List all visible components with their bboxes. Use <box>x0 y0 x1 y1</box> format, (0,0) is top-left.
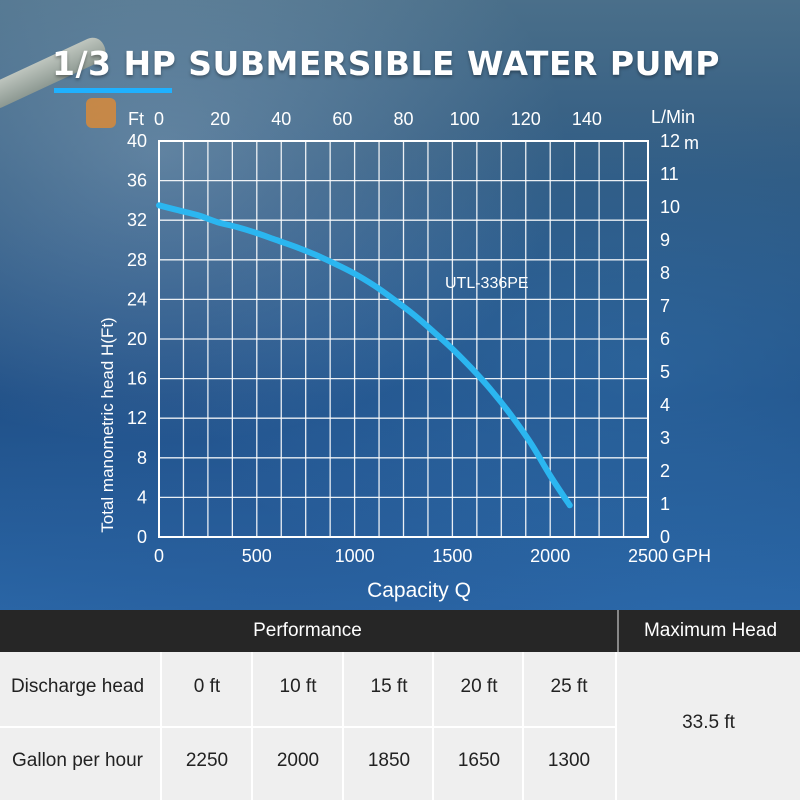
y-tick-label: 16 <box>127 369 147 389</box>
table-cell: 25 ft <box>550 676 588 697</box>
row-label-discharge-head: Discharge head <box>10 676 145 697</box>
top-tick-label: 100 <box>450 109 480 129</box>
column-divider <box>432 652 434 800</box>
table-cell: 10 ft <box>279 676 317 697</box>
title-hp: 1/3 HP <box>52 44 177 83</box>
right-tick-label: 1 <box>660 494 670 514</box>
right-tick-label: 9 <box>660 230 670 250</box>
top-tick-label: 120 <box>511 109 541 129</box>
title-underline <box>54 88 172 93</box>
right-tick-label: 0 <box>660 527 670 547</box>
table-header: Performance Maximum Head <box>0 610 800 652</box>
column-divider <box>615 652 617 800</box>
y-tick-label: 36 <box>127 171 147 191</box>
table-cell: 2000 <box>276 750 320 771</box>
table-cell: 1650 <box>457 750 501 771</box>
page-title: 1/3 HP SUBMERSIBLE WATER PUMP <box>52 44 720 83</box>
right-tick-label: 5 <box>660 362 670 382</box>
x-axis-title: Capacity Q <box>367 579 471 602</box>
y-tick-label: 40 <box>127 131 147 151</box>
right-tick-label: 4 <box>660 395 670 415</box>
performance-table: Performance Maximum Head Discharge head … <box>0 610 800 800</box>
y-tick-label: 12 <box>127 408 147 428</box>
top-tick-label: 0 <box>154 109 164 129</box>
column-divider <box>160 652 162 800</box>
right-tick-label: 8 <box>660 263 670 283</box>
x-tick-label: 2000 <box>530 546 570 566</box>
right-tick-label: 6 <box>660 329 670 349</box>
x-tick-label: 500 <box>242 546 272 566</box>
top-tick-label: 140 <box>572 109 602 129</box>
series-label: UTL-336PE <box>445 275 529 292</box>
table-cell: 15 ft <box>370 676 408 697</box>
y-tick-label: 8 <box>137 448 147 468</box>
top-tick-label: 20 <box>210 109 230 129</box>
hose-fitting-image <box>86 98 116 128</box>
column-divider <box>522 652 524 800</box>
y-tick-label: 0 <box>137 527 147 547</box>
right-tick-label: 12 <box>660 131 680 151</box>
x-tick-label: 2500 <box>628 546 668 566</box>
max-head-value: 33.5 ft <box>682 712 735 733</box>
table-cell: 2250 <box>185 750 229 771</box>
right-tick-label: 10 <box>660 197 680 217</box>
top-tick-label: 60 <box>332 109 352 129</box>
table-cell: 1300 <box>547 750 591 771</box>
top-tick-label: 80 <box>393 109 413 129</box>
series-line-utl-336pe <box>156 202 573 509</box>
column-divider <box>251 652 253 800</box>
row-label-gallon-per-hour: Gallon per hour <box>12 750 143 771</box>
y-tick-label: 28 <box>127 250 147 270</box>
right-tick-label: 3 <box>660 428 670 448</box>
performance-header: Performance <box>253 620 362 641</box>
right-tick-label: 11 <box>660 164 679 184</box>
x-tick-label: 1500 <box>432 546 472 566</box>
right-unit-label: m <box>684 133 699 153</box>
y-tick-label: 32 <box>127 210 147 230</box>
right-tick-label: 7 <box>660 296 670 316</box>
table-body: Discharge head 0 ft 10 ft 15 ft 20 ft 25… <box>0 652 800 800</box>
x-tick-label: 1000 <box>335 546 375 566</box>
table-cell: 0 ft <box>193 676 221 697</box>
y-tick-label: 4 <box>137 487 147 507</box>
x-tick-label: 0 <box>154 546 164 566</box>
y-axis-title: Total manometric head H(Ft) <box>98 317 117 532</box>
column-divider <box>342 652 344 800</box>
y-tick-label: 24 <box>127 289 147 309</box>
table-cell: 20 ft <box>460 676 498 697</box>
max-head-header: Maximum Head <box>617 610 800 652</box>
right-tick-label: 2 <box>660 461 670 481</box>
top-tick-label: 40 <box>271 109 291 129</box>
chart-grid <box>158 140 649 538</box>
top-unit-label: L/Min <box>651 107 695 127</box>
title-rest: SUBMERSIBLE WATER PUMP <box>176 44 720 83</box>
y-unit-label: Ft <box>128 109 144 129</box>
row-divider <box>0 726 615 728</box>
x-unit-label: GPH <box>672 546 711 566</box>
y-tick-label: 20 <box>127 329 147 349</box>
table-cell: 1850 <box>367 750 411 771</box>
